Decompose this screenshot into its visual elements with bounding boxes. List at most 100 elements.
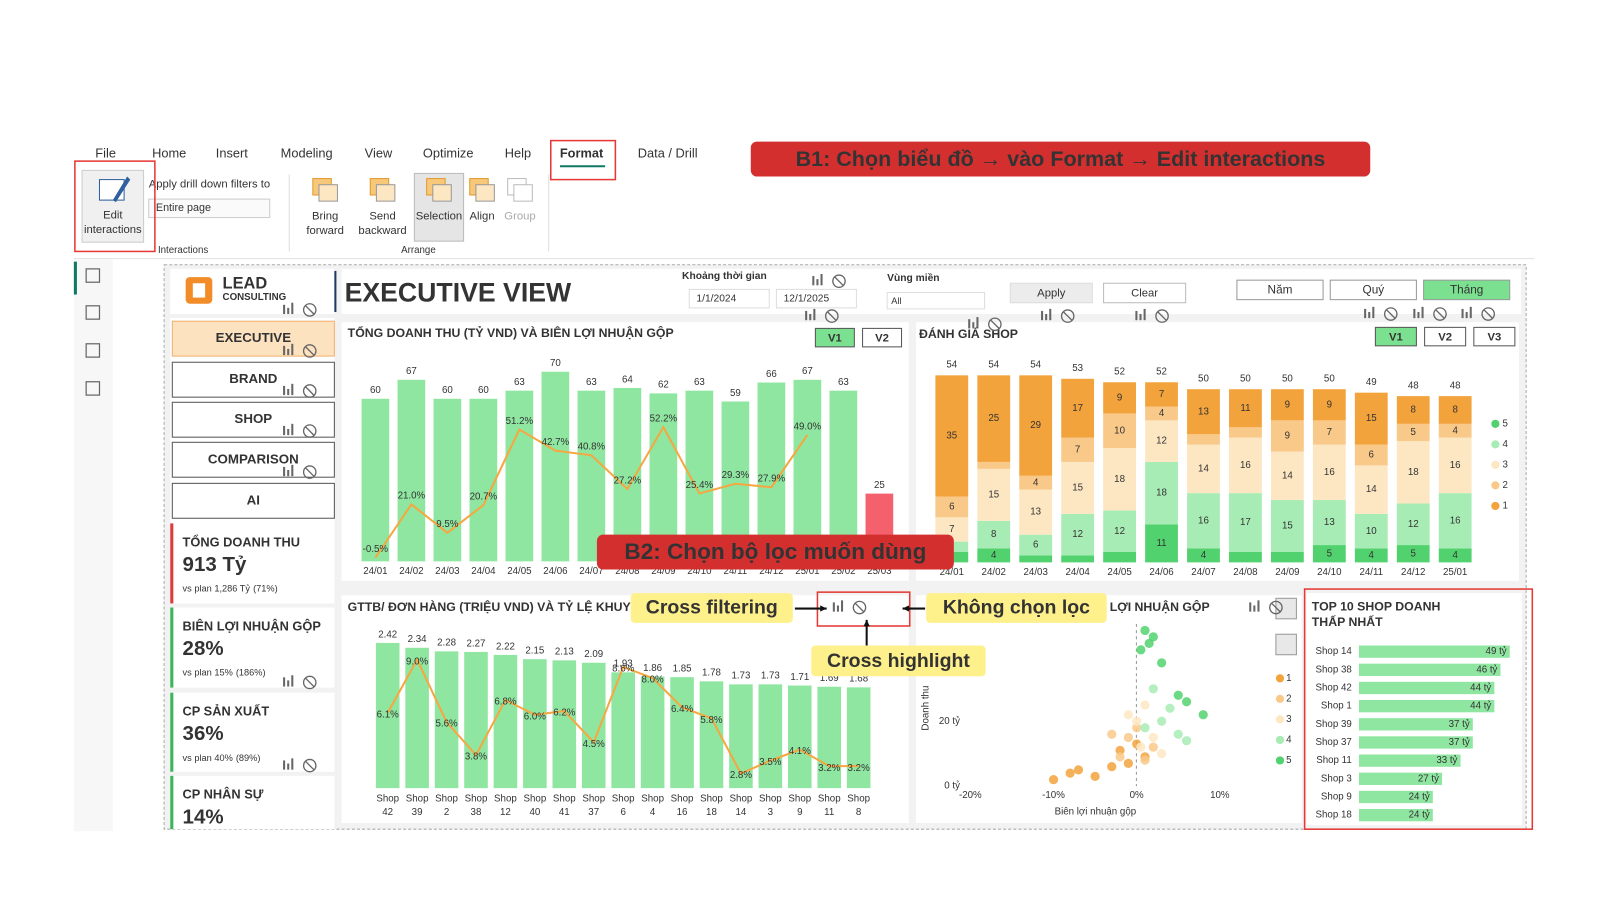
bar [469, 398, 498, 562]
bar-value-label: 2.28 [437, 638, 456, 649]
line-value-label: 3.5% [759, 757, 782, 768]
legend-label: 1 [1286, 673, 1291, 684]
line [374, 424, 809, 559]
date-box[interactable] [688, 288, 770, 309]
kpi-plan: vs plan 1,286 Tỷ [183, 583, 251, 593]
interaction-icons[interactable] [809, 308, 839, 323]
region-dropdown[interactable] [886, 291, 986, 310]
x-tick-label: 24/10 [1317, 567, 1342, 578]
date-box[interactable] [775, 288, 857, 309]
sidebar-icons [85, 268, 101, 396]
view-button[interactable] [1424, 326, 1467, 347]
bar-value-label: 67 [406, 366, 417, 377]
view-button[interactable] [814, 327, 855, 348]
annotation-text: Cross highlight [827, 650, 970, 672]
granularity-button[interactable] [1329, 279, 1417, 301]
legend-marker [1275, 674, 1285, 683]
ribbon-tab[interactable]: Home [152, 145, 186, 160]
segment-label: 4 [1452, 550, 1458, 561]
granularity-button[interactable] [1423, 279, 1511, 301]
segment-label: 5 [1411, 427, 1416, 438]
point [1090, 771, 1100, 781]
table-icon[interactable] [85, 305, 101, 320]
bar [787, 685, 812, 789]
interaction-icons[interactable] [1253, 600, 1283, 615]
segment-label: 6 [949, 502, 954, 513]
interaction-icons[interactable] [287, 675, 317, 690]
filter-icon [287, 388, 290, 396]
segment-label: 35 [946, 431, 957, 442]
legend-label: 5 [1503, 418, 1508, 429]
bar-segment [1103, 413, 1136, 449]
interaction-icons[interactable] [972, 317, 1002, 332]
interaction-icons[interactable] [1368, 306, 1398, 321]
interaction-icons[interactable] [287, 758, 317, 773]
report-icon[interactable] [85, 268, 101, 283]
focus-icon[interactable] [1275, 633, 1297, 656]
nav-button[interactable] [171, 441, 335, 478]
bar-segment [1312, 545, 1346, 563]
view-button-label: V3 [1487, 332, 1501, 344]
bar-segment [1396, 545, 1430, 563]
bar [397, 379, 426, 562]
focus-icon[interactable] [1275, 597, 1297, 620]
interaction-icons[interactable] [287, 383, 317, 398]
interaction-icons[interactable] [287, 423, 317, 438]
panel [915, 595, 1302, 824]
filter-icon [283, 345, 286, 356]
apply-button[interactable] [1009, 282, 1093, 304]
interaction-icons[interactable] [287, 464, 317, 479]
point [1181, 736, 1192, 746]
interaction-icons[interactable] [1139, 308, 1169, 323]
kpi-ratio: (186%) [236, 668, 266, 678]
ribbon-tab[interactable]: Insert [216, 145, 248, 160]
bar-value-label: 2.13 [555, 647, 574, 658]
ribbon-tab[interactable]: Format [560, 145, 604, 160]
line-value-label: 29.3% [722, 470, 750, 481]
bar [464, 651, 488, 789]
model-icon[interactable] [85, 343, 101, 358]
ribbon-tab[interactable]: Data / Drill [638, 145, 698, 160]
annotation-text: Cross filtering [646, 597, 778, 619]
interaction-icons[interactable] [816, 274, 846, 289]
ribbon-tab[interactable]: Help [505, 145, 531, 160]
ribbon-tab[interactable]: Optimize [423, 145, 474, 160]
line-value-label: 42.7% [542, 437, 570, 448]
y-tick-label: 0 tỷ [944, 781, 960, 792]
view-button[interactable] [1473, 326, 1516, 347]
clear-button[interactable] [1103, 282, 1187, 304]
interaction-icons[interactable] [1465, 306, 1496, 321]
kpi-ratio: (71%) [253, 583, 278, 593]
bar-value-label: 24 tỷ [1409, 810, 1430, 821]
segment-label: 16 [1198, 515, 1209, 526]
y-axis-label: Doanh thu [921, 686, 932, 731]
interaction-icons[interactable] [836, 600, 867, 615]
nav-button[interactable] [171, 320, 335, 357]
interaction-icons[interactable] [287, 302, 317, 317]
view-button[interactable] [1374, 326, 1417, 347]
interaction-icons[interactable] [287, 343, 317, 358]
date-to: 12/1/2025 [784, 293, 830, 304]
bar [846, 687, 871, 789]
dax-icon[interactable] [85, 381, 101, 396]
granularity-button[interactable] [1236, 279, 1324, 301]
bar-segment [1438, 548, 1472, 563]
interaction-icons[interactable] [1417, 306, 1447, 321]
ribbon-tab[interactable]: View [365, 145, 393, 160]
point [1140, 625, 1150, 636]
ribbon-tab[interactable]: File [95, 145, 116, 160]
bar-value-label: 2.27 [467, 638, 486, 649]
bar-segment [1145, 461, 1178, 525]
interaction-icons[interactable] [1045, 308, 1075, 323]
view-button[interactable] [862, 327, 903, 348]
none-icon [990, 319, 1000, 329]
drill-dropdown[interactable] [148, 198, 271, 219]
nav-button[interactable] [171, 401, 335, 438]
nav-button[interactable] [171, 482, 335, 519]
nav-button[interactable] [171, 361, 335, 398]
bar-value-label: 67 [802, 366, 813, 377]
bar-segment [1061, 378, 1095, 438]
ribbon-tab[interactable]: Modeling [281, 145, 333, 160]
bar-segment [1354, 513, 1388, 549]
